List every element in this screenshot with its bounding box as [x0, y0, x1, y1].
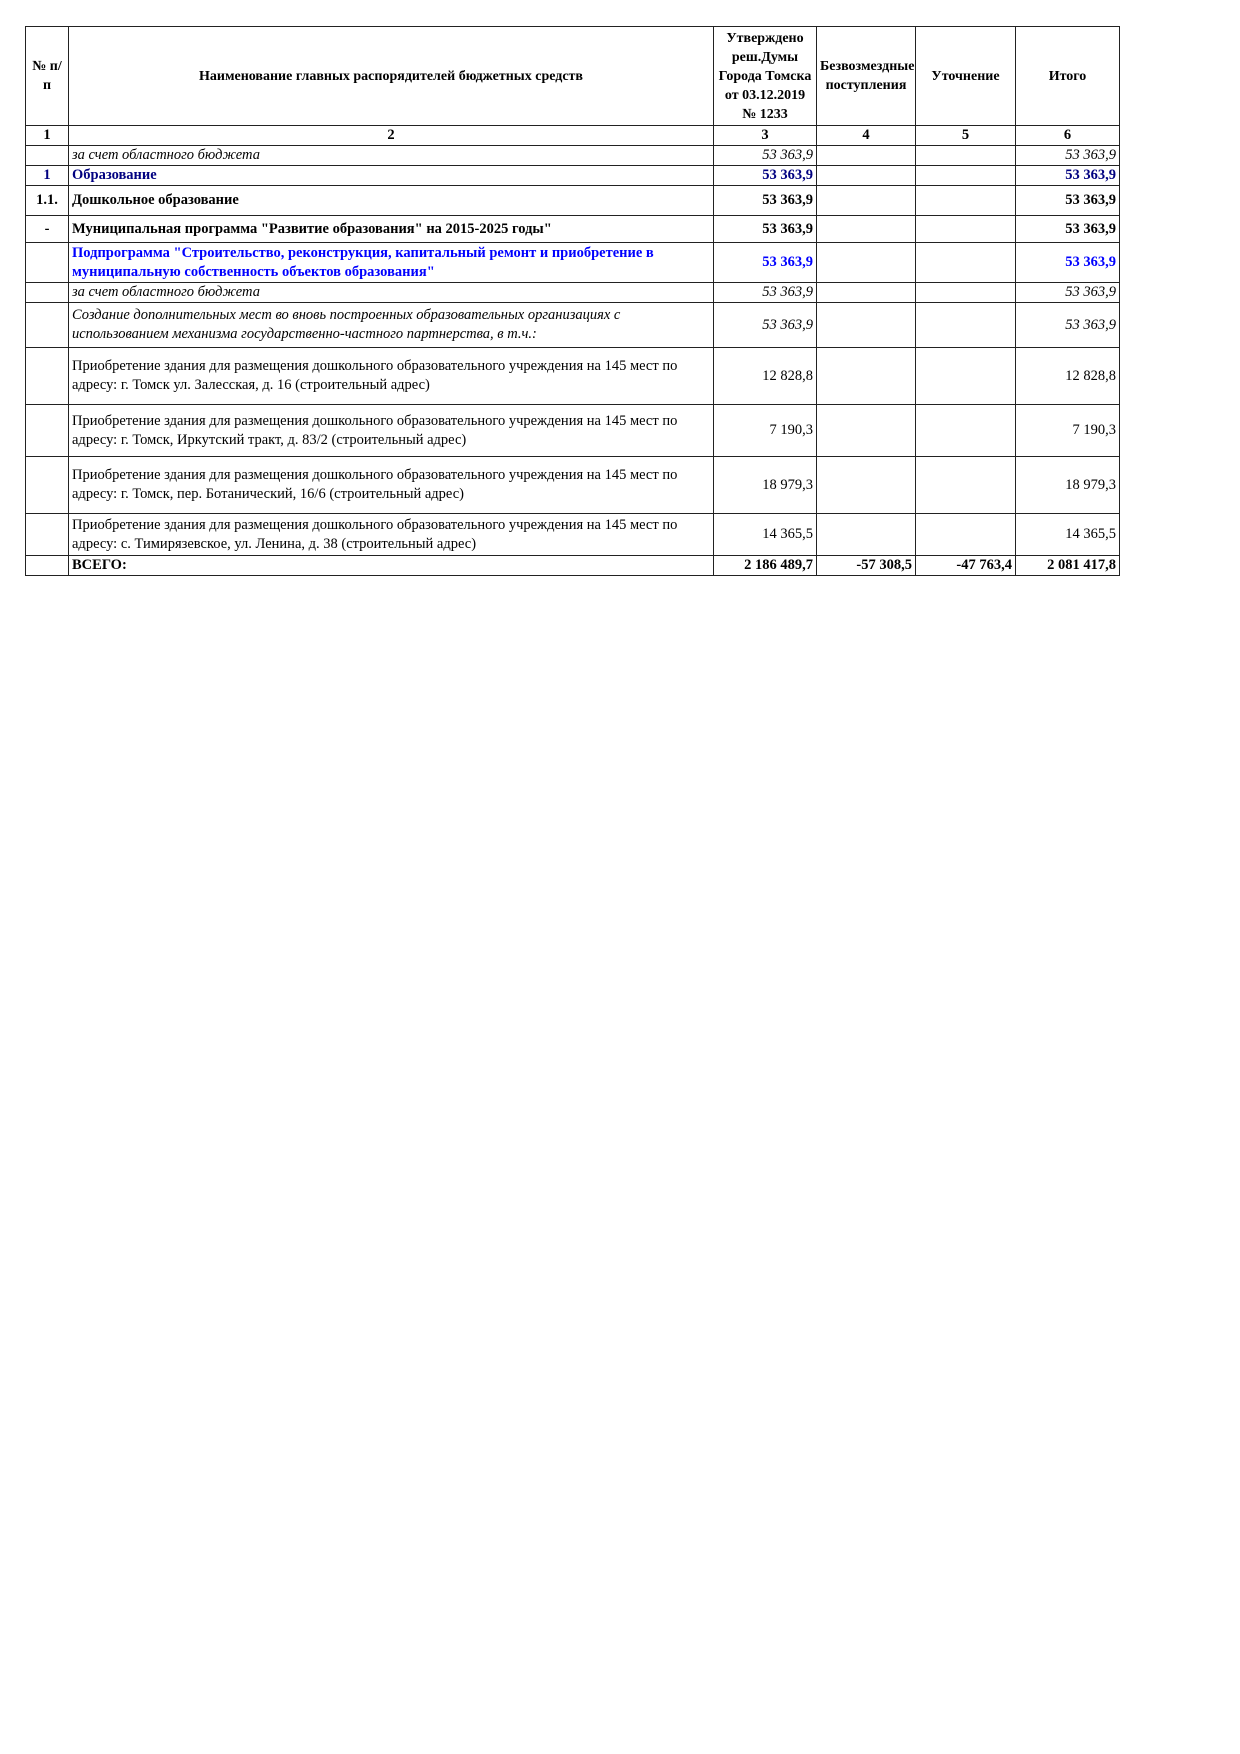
approved-value: 53 363,9	[713, 302, 817, 348]
adjustment-value	[915, 456, 1016, 514]
row-name: Дошкольное образование	[68, 185, 714, 216]
row-name: Подпрограмма "Строительство, реконструкц…	[68, 242, 714, 283]
column-number: 1	[25, 125, 69, 146]
table-row: за счет областного бюджета 53 363,9 53 363…	[25, 282, 1120, 303]
total-value: 7 190,3	[1015, 404, 1120, 457]
adjustment-value	[915, 404, 1016, 457]
header-name: Наименование главных распорядителей бюдж…	[68, 26, 714, 126]
grand-total: 2 081 417,8	[1015, 555, 1120, 576]
approved-value: 53 363,9	[713, 165, 817, 186]
approved-value: 7 190,3	[713, 404, 817, 457]
adjustment-value	[915, 513, 1016, 556]
free-receipts-value	[816, 456, 916, 514]
table-row: за счет областного бюджета 53 363,9 53 363…	[25, 145, 1120, 166]
row-number: 1	[25, 165, 69, 186]
approved-value: 18 979,3	[713, 456, 817, 514]
total-value: 53 363,9	[1015, 215, 1120, 243]
header-approved: Утверждено реш.Думы Города Томска от 03.…	[713, 26, 817, 126]
free-receipts-value	[816, 282, 916, 303]
total-value: 53 363,9	[1015, 302, 1120, 348]
row-number	[25, 347, 69, 405]
row-name: Приобретение здания для размещения дошко…	[68, 347, 714, 405]
row-number	[25, 242, 69, 283]
approved-value: 53 363,9	[713, 145, 817, 166]
total-value: 14 365,5	[1015, 513, 1120, 556]
adjustment-value	[915, 282, 1016, 303]
column-number-row: 1 2 3 4 5 6	[25, 125, 1120, 146]
free-receipts-value	[816, 242, 916, 283]
row-number	[25, 145, 69, 166]
row-number: -	[25, 215, 69, 243]
approved-value: 14 365,5	[713, 513, 817, 556]
table-row: Подпрограмма "Строительство, реконструкц…	[25, 242, 1120, 283]
row-number: 1.1.	[25, 185, 69, 216]
row-name: Приобретение здания для размещения дошко…	[68, 404, 714, 457]
row-name: Приобретение здания для размещения дошко…	[68, 456, 714, 514]
approved-value: 53 363,9	[713, 215, 817, 243]
row-number	[25, 282, 69, 303]
approved-value: 53 363,9	[713, 282, 817, 303]
header-total: Итого	[1015, 26, 1120, 126]
approved-value: 12 828,8	[713, 347, 817, 405]
budget-table: № п/п Наименование главных распорядителе…	[25, 26, 1120, 576]
column-number: 4	[816, 125, 916, 146]
total-value: 12 828,8	[1015, 347, 1120, 405]
adjustment-value	[915, 347, 1016, 405]
table-row: Создание дополнительных мест во вновь по…	[25, 302, 1120, 348]
column-number: 3	[713, 125, 817, 146]
free-receipts-value	[816, 145, 916, 166]
row-name: Приобретение здания для размещения дошко…	[68, 513, 714, 556]
row-number	[25, 302, 69, 348]
free-receipts-value	[816, 347, 916, 405]
total-value: 18 979,3	[1015, 456, 1120, 514]
total-row-number	[25, 555, 69, 576]
row-name: за счет областного бюджета	[68, 145, 714, 166]
adjustment-value	[915, 165, 1016, 186]
row-name: Муниципальная программа "Развитие образо…	[68, 215, 714, 243]
free-receipts-value	[816, 185, 916, 216]
adjustment-value	[915, 145, 1016, 166]
header-row: № п/п Наименование главных распорядителе…	[25, 26, 1120, 126]
header-adjustment: Уточнение	[915, 26, 1016, 126]
table-row: - Муниципальная программа "Развитие образ…	[25, 215, 1120, 243]
row-number	[25, 456, 69, 514]
table-row: Приобретение здания для размещения дошко…	[25, 347, 1120, 405]
total-value: 53 363,9	[1015, 165, 1120, 186]
header-number: № п/п	[25, 26, 69, 126]
column-number: 6	[1015, 125, 1120, 146]
adjustment-value	[915, 215, 1016, 243]
column-number: 5	[915, 125, 1016, 146]
total-approved: 2 186 489,7	[713, 555, 817, 576]
adjustment-value	[915, 242, 1016, 283]
adjustment-value	[915, 185, 1016, 216]
table-row: Приобретение здания для размещения дошко…	[25, 456, 1120, 514]
row-number	[25, 404, 69, 457]
total-label: ВСЕГО:	[68, 555, 714, 576]
table-row: 1.1. Дошкольное образование 53 363,9 53 363…	[25, 185, 1120, 216]
free-receipts-value	[816, 302, 916, 348]
approved-value: 53 363,9	[713, 185, 817, 216]
table-row: Приобретение здания для размещения дошко…	[25, 404, 1120, 457]
free-receipts-value	[816, 404, 916, 457]
total-row: ВСЕГО: 2 186 489,7 -57 308,5 -47 763,4 2 081…	[25, 555, 1120, 576]
row-name: Создание дополнительных мест во вновь по…	[68, 302, 714, 348]
header-free-receipts: Безвозмездные поступления	[816, 26, 916, 126]
approved-value: 53 363,9	[713, 242, 817, 283]
adjustment-value	[915, 302, 1016, 348]
row-name: Образование	[68, 165, 714, 186]
total-adjustment: -47 763,4	[915, 555, 1016, 576]
row-number	[25, 513, 69, 556]
free-receipts-value	[816, 215, 916, 243]
free-receipts-value	[816, 513, 916, 556]
total-value: 53 363,9	[1015, 242, 1120, 283]
total-value: 53 363,9	[1015, 185, 1120, 216]
column-number: 2	[68, 125, 714, 146]
total-value: 53 363,9	[1015, 282, 1120, 303]
total-value: 53 363,9	[1015, 145, 1120, 166]
table-row: 1 Образование 53 363,9 53 363,9	[25, 165, 1120, 186]
free-receipts-value	[816, 165, 916, 186]
row-name: за счет областного бюджета	[68, 282, 714, 303]
table-row: Приобретение здания для размещения дошко…	[25, 513, 1120, 556]
total-free-receipts: -57 308,5	[816, 555, 916, 576]
